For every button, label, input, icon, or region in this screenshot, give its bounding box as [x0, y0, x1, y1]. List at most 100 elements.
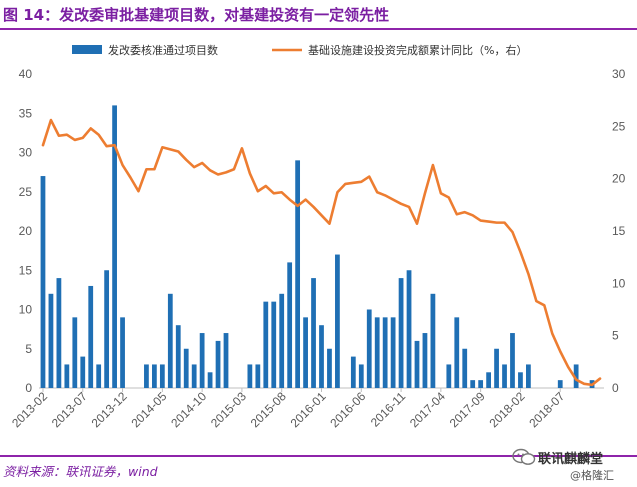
left-tick-label: 10 — [19, 303, 33, 317]
left-axis: 0 5 10 15 20 25 30 35 40 — [19, 67, 33, 395]
bar — [358, 364, 364, 388]
bar — [335, 254, 340, 388]
left-tick-label: 20 — [19, 224, 33, 238]
figure-title: 图 14：发改委审批基建项目数，对基建投资有一定领先性 — [3, 6, 390, 24]
bar — [48, 293, 54, 388]
x-tick-label: 2013-02 — [9, 389, 50, 430]
left-tick-label: 25 — [19, 185, 33, 199]
bar — [295, 160, 301, 388]
bar — [557, 380, 563, 388]
wechat-icon — [512, 448, 536, 465]
series-line — [41, 118, 602, 387]
bar — [573, 364, 579, 388]
watermark-sub: @格隆汇 — [570, 469, 614, 482]
bar — [414, 340, 420, 388]
bar — [159, 364, 165, 388]
right-tick-label: 30 — [612, 67, 626, 81]
legend-bar-label: 发改委核准通过项目数 — [108, 43, 218, 57]
bar — [462, 348, 468, 388]
bar — [104, 270, 110, 388]
title-divider — [0, 28, 637, 30]
right-tick-label: 20 — [612, 172, 626, 186]
bar — [446, 364, 452, 388]
bar — [271, 301, 277, 388]
right-tick-label: 15 — [612, 224, 626, 238]
bar — [183, 348, 189, 388]
x-tick-label: 2013-12 — [89, 389, 130, 430]
x-tick-label: 2014-10 — [168, 389, 209, 430]
bar — [72, 317, 78, 388]
bar — [319, 325, 324, 388]
x-tick-label: 2016-01 — [288, 389, 329, 430]
bar — [144, 364, 149, 388]
left-tick-label: 40 — [19, 67, 33, 81]
bar — [311, 278, 316, 388]
bar — [120, 317, 125, 388]
right-tick-label: 0 — [612, 381, 619, 395]
bar — [64, 364, 70, 388]
x-tick-label: 2014-05 — [128, 389, 169, 430]
bar — [152, 364, 157, 388]
bar — [350, 356, 356, 388]
legend-line-label: 基础设施建设投资完成额累计同比（%，右） — [308, 43, 527, 57]
bar — [398, 278, 404, 388]
bar — [510, 333, 515, 388]
legend-bar-swatch — [72, 45, 102, 54]
bar — [199, 333, 205, 388]
bar — [223, 333, 229, 388]
x-tick-label: 2016-11 — [368, 389, 409, 430]
left-tick-label: 15 — [19, 263, 33, 277]
bar — [478, 380, 484, 388]
bar — [279, 293, 285, 388]
left-tick-label: 5 — [25, 342, 32, 356]
bar — [80, 356, 86, 388]
bar-series — [40, 105, 595, 389]
bar — [255, 364, 261, 388]
left-tick-label: 0 — [25, 381, 32, 395]
x-tick-label: 2015-08 — [248, 389, 289, 430]
bar — [247, 364, 253, 388]
bar — [167, 293, 173, 388]
bar — [303, 317, 308, 388]
bar — [374, 317, 380, 388]
x-tick-label: 2017-04 — [407, 389, 448, 430]
bar — [112, 105, 117, 389]
bar — [486, 372, 491, 388]
bar — [390, 317, 396, 388]
right-tick-label: 25 — [612, 119, 626, 133]
combo-chart: 发改委核准通过项目数 基础设施建设投资完成额累计同比（%，右） 0 5 10 15 20… — [9, 43, 626, 430]
chart-legend: 发改委核准通过项目数 基础设施建设投资完成额累计同比（%，右） — [72, 43, 527, 57]
x-tick-label: 2017-09 — [447, 389, 488, 430]
bar — [454, 317, 460, 388]
x-tick-label: 2018-07 — [526, 389, 567, 430]
bar — [406, 270, 412, 388]
x-tick-label: 2013-07 — [49, 389, 90, 430]
right-tick-label: 5 — [612, 329, 619, 343]
bar — [191, 364, 197, 388]
bar — [263, 301, 269, 388]
source-note: 资料来源：联讯证券，wind — [3, 464, 158, 479]
line-series — [41, 118, 602, 387]
bar — [175, 325, 181, 388]
x-axis: 2013-022013-072013-122014-052014-102015-… — [9, 388, 568, 430]
bar — [526, 364, 531, 388]
bar — [494, 348, 499, 388]
bar — [470, 380, 476, 388]
right-tick-label: 10 — [612, 276, 626, 290]
watermark-main: 联讯麒麟堂 — [538, 452, 604, 467]
x-tick-label: 2016-06 — [327, 389, 368, 430]
bar — [40, 176, 46, 388]
bar — [382, 317, 388, 388]
right-axis: 0 5 10 15 20 25 30 — [612, 67, 626, 395]
x-tick-label: 2015-03 — [208, 389, 249, 430]
footer-divider — [0, 455, 637, 457]
bar — [327, 348, 332, 388]
x-tick-label: 2018-02 — [487, 389, 528, 430]
bar — [215, 340, 221, 388]
bar — [96, 364, 102, 388]
left-tick-label: 30 — [19, 146, 33, 160]
bar — [366, 309, 372, 388]
left-tick-label: 35 — [19, 106, 33, 120]
bar — [207, 372, 213, 388]
bar — [518, 372, 523, 388]
